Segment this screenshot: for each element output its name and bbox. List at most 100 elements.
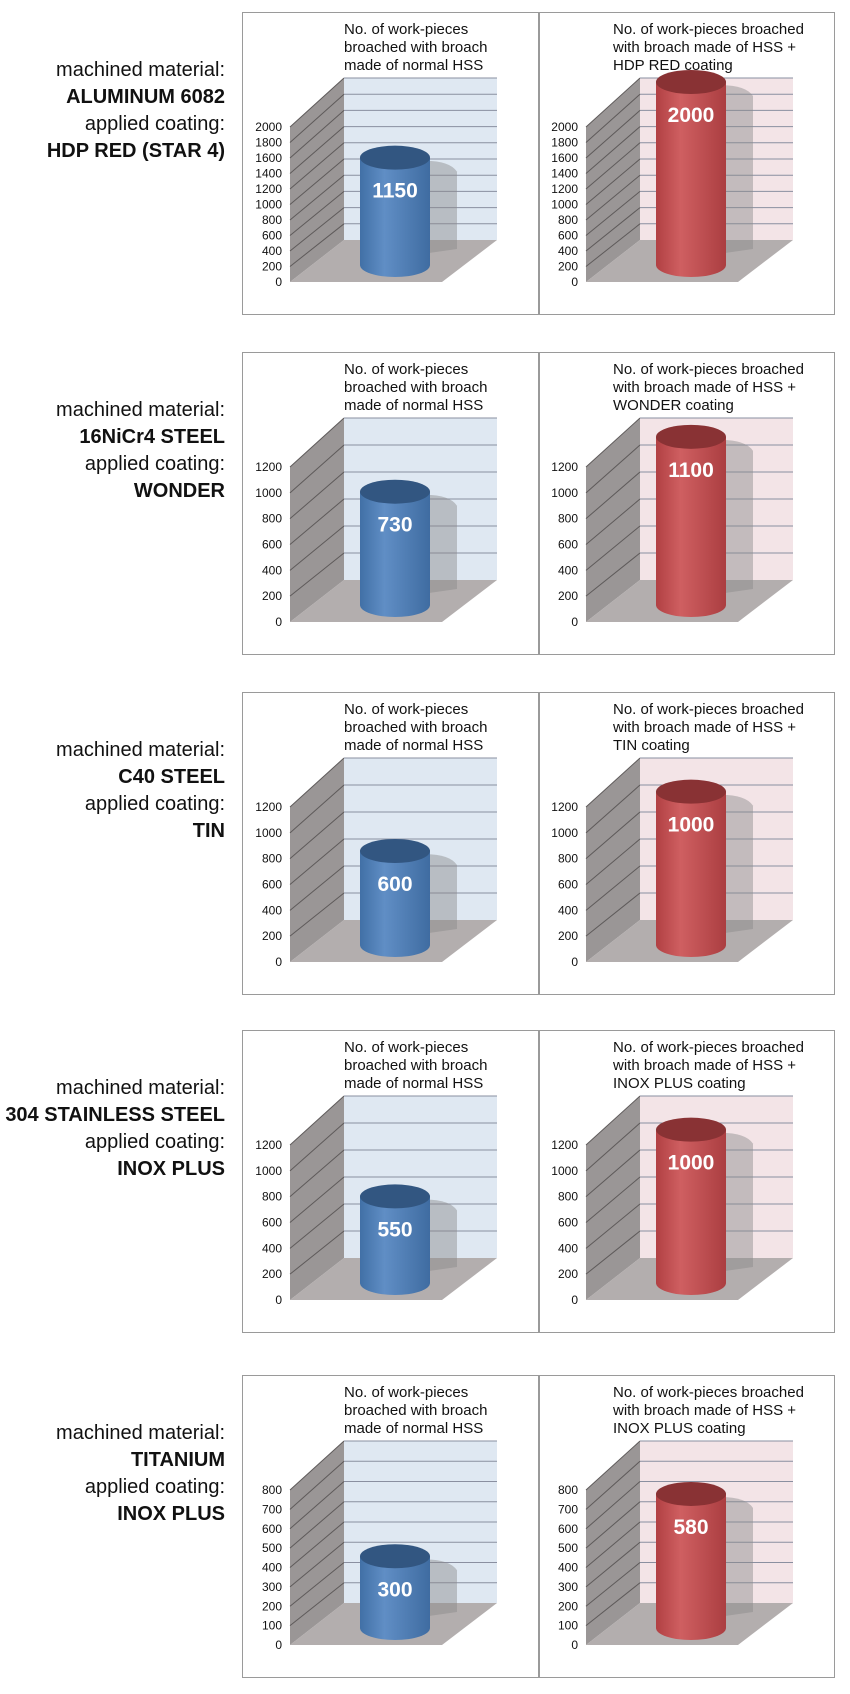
side-wall <box>290 78 344 282</box>
chart-title-line: HDP RED coating <box>613 57 733 74</box>
chart-title-line: with broach made of HSS + <box>612 39 796 56</box>
y-tick-label: 400 <box>558 563 578 577</box>
y-tick-label: 0 <box>571 1293 578 1307</box>
bar-cylinder-body <box>360 851 430 957</box>
y-tick-label: 800 <box>262 512 282 526</box>
bar-value-label: 730 <box>377 514 412 537</box>
coated-hss-chart: No. of work-pieces broached with broach m… <box>551 21 804 289</box>
y-tick-label: 200 <box>262 929 282 943</box>
y-tick-label: 200 <box>262 1599 282 1613</box>
row-label-value: ALUMINUM 6082 <box>66 86 225 108</box>
y-tick-label: 200 <box>262 1267 282 1281</box>
side-gridline <box>289 892 345 937</box>
y-tick-label: 200 <box>558 1267 578 1281</box>
side-gridline <box>289 1230 345 1275</box>
chart-title-line: No. of work-pieces <box>344 361 468 378</box>
y-tick-label: 400 <box>262 1561 282 1575</box>
chart-title-line: WONDER coating <box>613 397 734 414</box>
y-tick-label: 800 <box>262 852 282 866</box>
side-gridline <box>585 525 641 571</box>
chart-panel-frame <box>242 1030 835 1333</box>
y-tick-label: 1800 <box>255 136 282 150</box>
y-tick-label: 1200 <box>551 800 578 814</box>
y-tick-label: 0 <box>275 275 282 289</box>
y-tick-label: 0 <box>275 615 282 629</box>
side-gridline <box>289 191 345 236</box>
y-tick-label: 0 <box>571 1638 578 1652</box>
y-tick-label: 800 <box>558 213 578 227</box>
y-tick-label: 400 <box>558 903 578 917</box>
chart-title-line: INOX PLUS coating <box>613 1420 746 1437</box>
y-tick-label: 600 <box>558 1216 578 1230</box>
bar-cylinder-top <box>360 1544 430 1569</box>
panel-divider <box>538 1031 540 1332</box>
bar-cylinder-body <box>360 491 430 617</box>
chart-title-line: No. of work-pieces broached <box>613 361 804 378</box>
side-gridline <box>585 1440 641 1491</box>
row-label-value: TITANIUM <box>130 1449 225 1471</box>
bar-value-label: 1000 <box>668 814 715 837</box>
y-tick-label: 600 <box>262 878 282 892</box>
y-tick-label: 1000 <box>551 826 578 840</box>
row-label-value: INOX PLUS <box>117 1503 225 1525</box>
y-tick-label: 400 <box>558 1561 578 1575</box>
y-tick-label: 700 <box>262 1502 282 1516</box>
y-tick-label: 400 <box>558 244 578 258</box>
y-tick-label: 200 <box>558 929 578 943</box>
chart-row: machined material: C40 STEEL applied coati… <box>0 692 850 1002</box>
side-gridline <box>585 1230 641 1275</box>
bar-cylinder-body <box>656 1129 726 1295</box>
bar-cylinder-top <box>360 1184 430 1209</box>
y-tick-label: 0 <box>275 1293 282 1307</box>
side-wall <box>586 78 640 282</box>
chart-title: No. of work-pieces broached with broach ma… <box>344 1384 487 1437</box>
side-gridline <box>289 757 345 808</box>
y-tick-label: 600 <box>262 1216 282 1230</box>
y-tick-label: 600 <box>262 538 282 552</box>
bar-value-label: 580 <box>673 1516 708 1539</box>
side-wall <box>290 418 344 622</box>
bar-cylinder-body <box>360 1196 430 1295</box>
bar-cylinder-body <box>360 157 430 277</box>
side-gridline <box>585 1541 641 1588</box>
chart-title-line: broached with broach <box>344 719 487 736</box>
bar-cylinder-top <box>360 145 430 170</box>
row-label-caption: machined material: <box>56 59 225 81</box>
chart-title: No. of work-pieces broached with broach ma… <box>344 701 487 754</box>
side-gridline <box>289 142 345 190</box>
chart-panel-frame <box>242 12 835 315</box>
side-wall <box>290 758 344 962</box>
bar-cylinder-body <box>360 1556 430 1640</box>
side-gridline <box>585 1460 641 1510</box>
row-label-caption: applied coating: <box>84 793 225 815</box>
bar-cylinder-top <box>656 779 726 804</box>
y-tick-label: 600 <box>558 538 578 552</box>
y-tick-label: 600 <box>262 229 282 243</box>
bar-value-label: 600 <box>377 873 412 896</box>
chart-title-line: with broach made of HSS + <box>612 719 796 736</box>
side-gridline <box>289 1481 345 1530</box>
side-gridline <box>289 158 345 205</box>
y-tick-label: 1000 <box>551 1164 578 1178</box>
chart-title-line: No. of work-pieces broached <box>613 1384 804 1401</box>
panel-divider <box>538 1376 540 1677</box>
row-label-value: TIN <box>192 820 225 842</box>
side-gridline <box>289 223 345 267</box>
side-gridline <box>585 1521 641 1568</box>
y-tick-label: 1200 <box>255 460 282 474</box>
side-gridline <box>585 1122 641 1172</box>
side-gridline <box>585 110 641 159</box>
bar-cylinder-top <box>656 424 726 449</box>
side-gridline <box>585 417 641 468</box>
y-tick-label: 500 <box>262 1541 282 1555</box>
chart-title: No. of work-pieces broached with broach m… <box>612 21 804 74</box>
y-tick-label: 800 <box>262 213 282 227</box>
row-label-value: C40 STEEL <box>118 766 225 788</box>
row-label-caption: machined material: <box>56 739 225 761</box>
side-gridline <box>585 757 641 808</box>
y-tick-label: 300 <box>558 1580 578 1594</box>
chart-title-line: made of normal HSS <box>344 737 483 754</box>
side-gridline <box>585 1095 641 1146</box>
y-tick-label: 1600 <box>551 151 578 165</box>
y-tick-label: 100 <box>558 1619 578 1633</box>
